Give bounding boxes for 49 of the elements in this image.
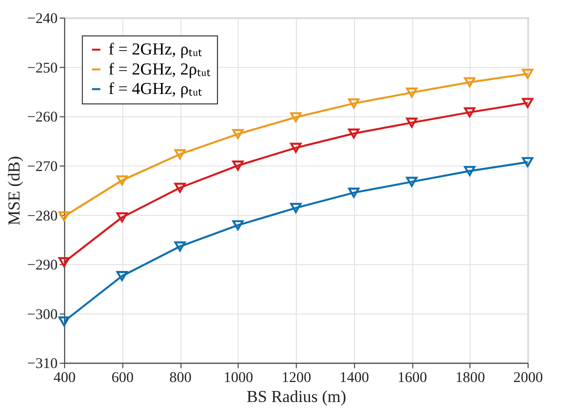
point: [406, 118, 418, 128]
y-tick-label: −290: [27, 258, 58, 274]
x-tick-label: 1400: [340, 370, 370, 386]
point: [522, 68, 534, 79]
y-tick-label: −250: [27, 60, 58, 76]
point: [232, 128, 244, 140]
point: [116, 175, 128, 186]
point: [464, 77, 476, 88]
legend-label: f = 2GHz, ρₜᵤₜ: [108, 40, 202, 59]
point: [290, 112, 302, 122]
point: [290, 202, 302, 214]
point: [290, 142, 302, 153]
y-axis-title: MSE (dB): [4, 156, 24, 226]
point: [58, 316, 70, 326]
y-tick-label: −280: [27, 208, 58, 224]
point: [348, 188, 360, 198]
point: [232, 160, 244, 171]
legend-label: f = 2GHz, 2ρₜᵤₜ: [108, 59, 210, 78]
y-tick-label: −270: [27, 158, 58, 175]
x-tick-label: 1600: [397, 370, 428, 386]
point: [174, 241, 186, 252]
x-tick-label: 1800: [455, 370, 485, 386]
point: [232, 220, 244, 230]
point: [464, 107, 476, 118]
point: [348, 98, 360, 108]
x-tick-label: 800: [169, 370, 192, 386]
y-tick-label: −240: [27, 11, 58, 28]
point: [522, 157, 534, 168]
point: [116, 270, 128, 282]
x-axis-title: BS Radius (m): [246, 386, 346, 406]
x-tick-label: 1200: [282, 370, 312, 386]
point: [174, 149, 186, 160]
point: [348, 128, 360, 139]
point: [116, 212, 128, 222]
legend-label: f = 4GHz, ρₜᵤₜ: [108, 79, 202, 98]
point: [174, 182, 186, 193]
x-tick-label: 1000: [224, 370, 254, 386]
point: [58, 211, 70, 222]
y-tick-label: −310: [27, 356, 58, 372]
y-tick-label: −300: [27, 306, 58, 323]
x-tick-label: 600: [111, 370, 134, 386]
point: [406, 88, 418, 98]
point: [406, 176, 418, 187]
x-tick-label: 400: [54, 370, 76, 386]
point: [522, 98, 534, 108]
point: [58, 257, 70, 268]
point: [464, 166, 476, 176]
x-tick-label: 2000: [513, 370, 543, 386]
y-tick-label: −260: [27, 110, 58, 126]
